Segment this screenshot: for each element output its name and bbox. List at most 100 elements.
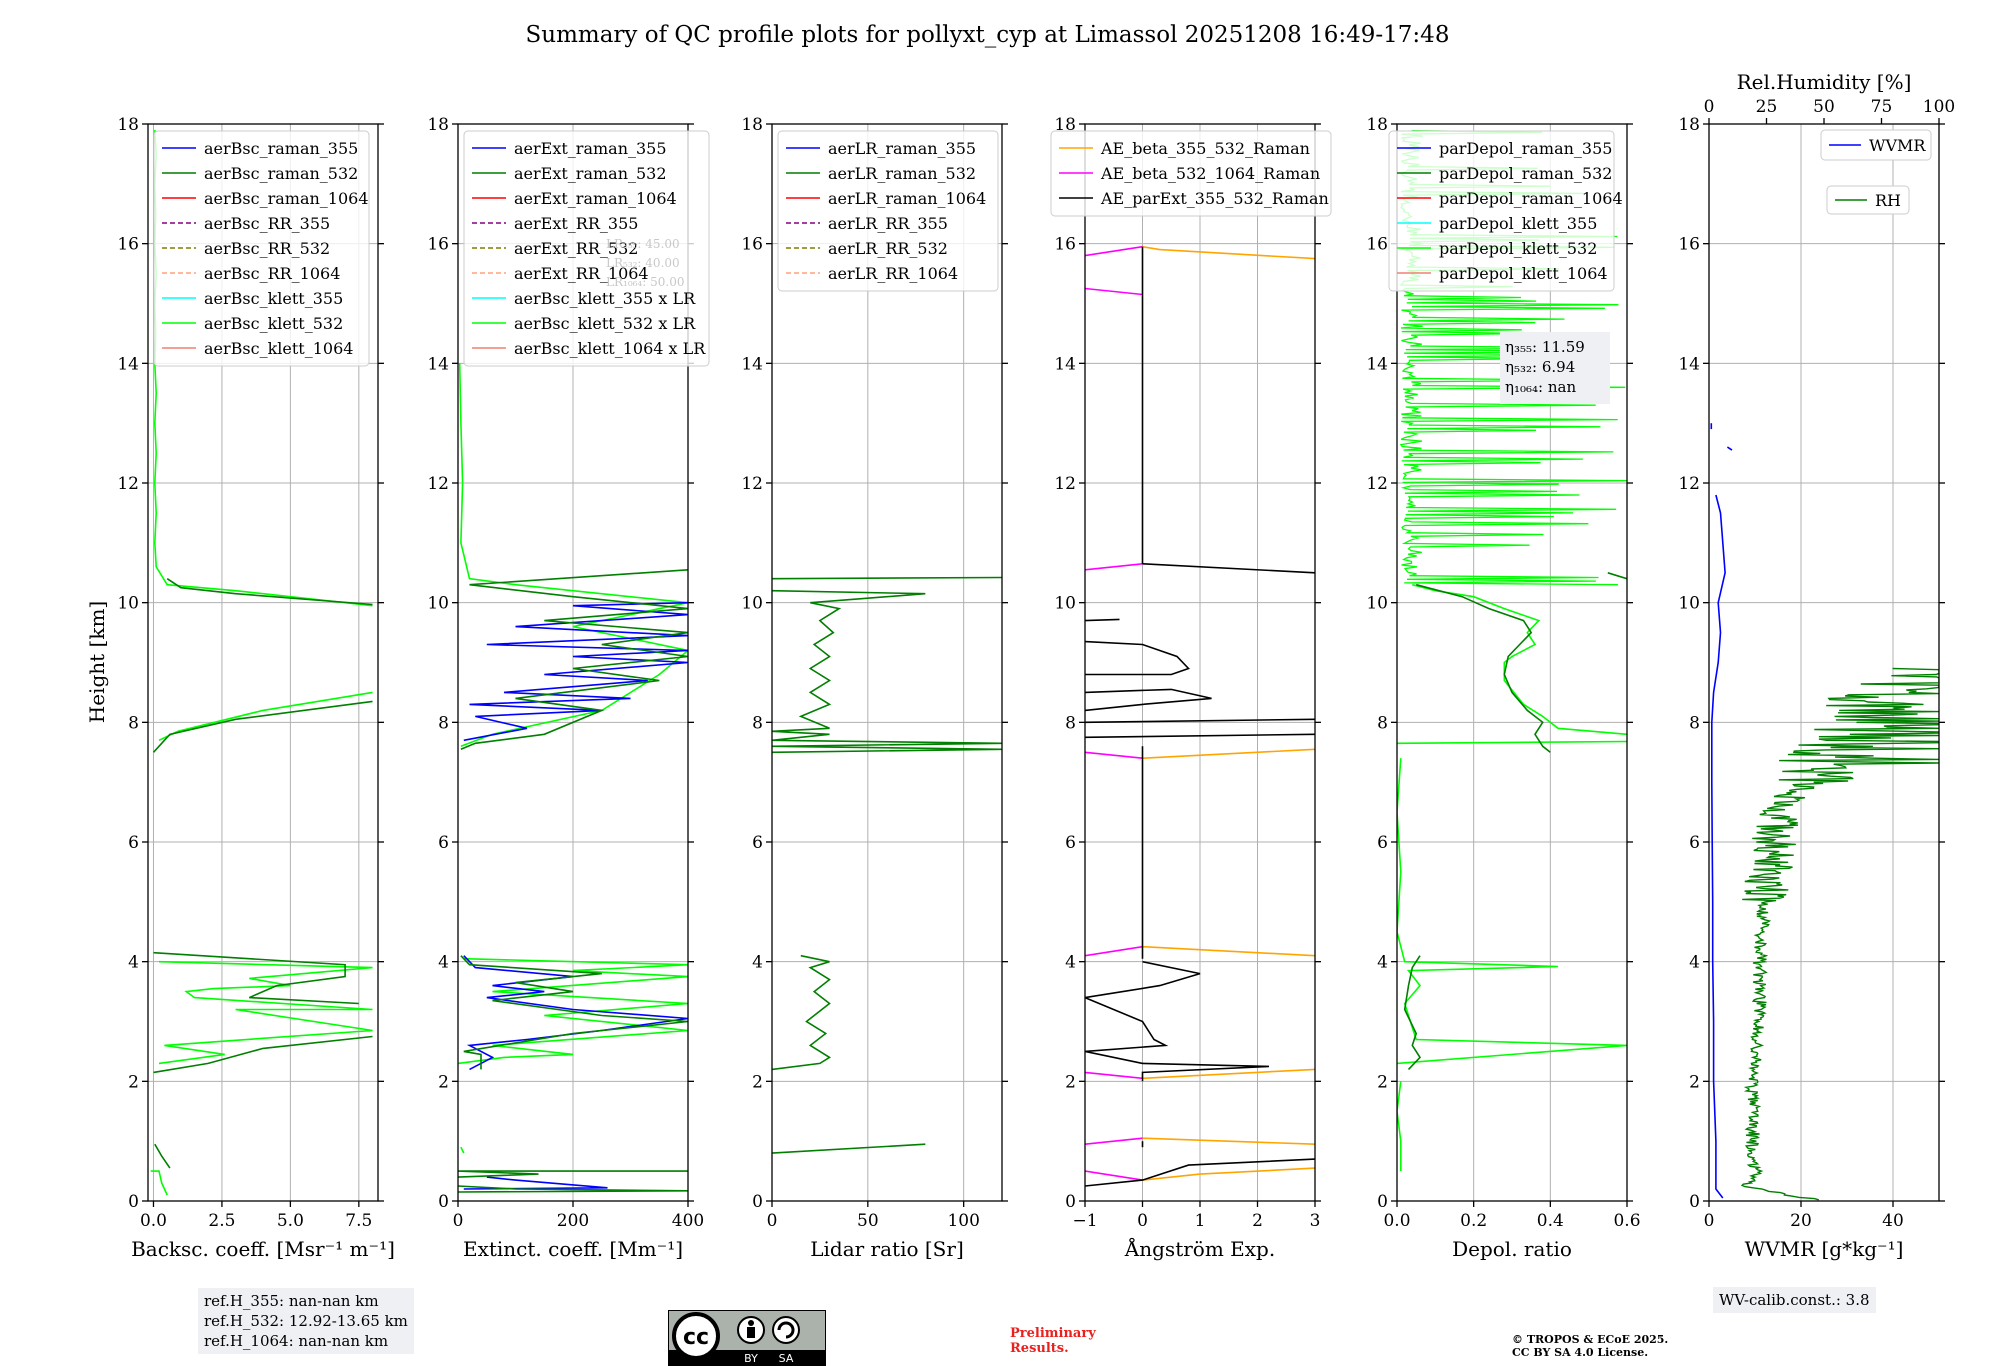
legend-box xyxy=(1050,130,1332,217)
series-line-aerExt_raman_532 xyxy=(460,955,688,1070)
series-line-aerBsc_klett_532 x LR xyxy=(458,363,688,748)
x-tick-label: 0.2 xyxy=(1460,1211,1487,1231)
legend-label: aerLR_raman_355 xyxy=(828,139,976,158)
legend-label: aerLR_raman_1064 xyxy=(828,189,986,208)
share-alike-icon xyxy=(772,1316,800,1344)
x-tick-label: 0.4 xyxy=(1537,1211,1564,1231)
depol-calib-label: η₃₅₅: 11.59 xyxy=(1505,338,1585,356)
series-line-aerBsc_raman_532 xyxy=(153,1035,373,1074)
legend-label: aerExt_raman_355 xyxy=(514,139,667,158)
figure-title: Summary of QC profile plots for pollyxt_… xyxy=(525,22,1450,48)
lr-annotation: LR₃₅₅: 45.00 xyxy=(606,237,680,251)
y-tick-label: 4 xyxy=(438,953,449,973)
legend-label: aerBsc_klett_532 xyxy=(204,314,343,333)
series-line-AE_beta_532_1064_Raman xyxy=(1085,287,1143,296)
y-tick-label: 6 xyxy=(1065,833,1076,853)
y-tick-label: 6 xyxy=(1689,833,1700,853)
x2-tick-label: 50 xyxy=(1813,97,1835,117)
x-axis-label: Lidar ratio [Sr] xyxy=(810,1237,964,1261)
x-tick-label: 400 xyxy=(672,1211,704,1231)
series-line-aerExt_raman_355 xyxy=(463,601,688,742)
legend-label: aerExt_RR_1064 xyxy=(514,264,649,283)
series-line-AE_beta_532_1064_Raman xyxy=(1085,245,1143,257)
reference-height-box: ref.H_355: nan-nan km ref.H_532: 12.92-1… xyxy=(198,1288,414,1354)
panel-2: 0 2 4 6 8 10 12 14 16 18 0 200 400 Extinct. coeff. [M… xyxy=(427,115,710,1261)
legend-label: parDepol_klett_532 xyxy=(1439,239,1597,258)
y-tick-label: 10 xyxy=(117,594,139,614)
series-line-AE_beta_355_532_Raman xyxy=(1142,1167,1315,1181)
y-tick-label: 4 xyxy=(752,953,763,973)
series-line-AE_parExt_355_532_Raman xyxy=(1085,960,1270,1082)
series-line-aerLR_raman_532 xyxy=(772,954,832,1071)
legend-label: parDepol_raman_355 xyxy=(1439,139,1612,158)
preliminary-line-2: Results. xyxy=(1010,1341,1069,1356)
y-tick-label: 8 xyxy=(1065,713,1076,733)
series-line-parDepol_raman_532 xyxy=(1607,572,1627,580)
series-line-aerExt_raman_532 xyxy=(460,569,688,751)
series-line-parDepol_raman_532 xyxy=(1415,583,1551,753)
x-tick-label: −1 xyxy=(1072,1211,1097,1231)
x2-tick-label: 25 xyxy=(1756,97,1778,117)
x-tick-label: 2 xyxy=(1252,1211,1263,1231)
y-tick-label: 0 xyxy=(1377,1192,1388,1212)
x2-axis-label: Rel.Humidity [%] xyxy=(1737,70,1912,94)
series-line-aerBsc_raman_532 xyxy=(166,578,373,606)
x-axis-label: Depol. ratio xyxy=(1452,1237,1572,1261)
series-line-parDepol_raman_532 xyxy=(1403,955,1422,1070)
legend-label: aerBsc_RR_355 xyxy=(204,214,330,233)
y-tick-label: 14 xyxy=(1678,354,1700,374)
axes-frame xyxy=(147,123,379,1202)
x-axis-label: Extinct. coeff. [Mm⁻¹] xyxy=(463,1237,683,1261)
legend-label: aerExt_raman_532 xyxy=(514,164,667,183)
series-line-aerLR_raman_532 xyxy=(772,576,1002,580)
y-tick-label: 18 xyxy=(1366,115,1388,135)
cc-license-badge: cc BY SA xyxy=(668,1310,826,1366)
x-tick-label: 7.5 xyxy=(345,1211,372,1231)
plot-area xyxy=(1085,245,1315,1187)
cc-logo-icon xyxy=(672,1312,720,1360)
series-line-aerBsc_klett_532 x LR xyxy=(458,957,688,1065)
legend-label: aerBsc_RR_532 xyxy=(204,239,330,258)
series-line-parDepol_klett_532 xyxy=(1397,1081,1402,1172)
depol-calib-box xyxy=(1500,332,1610,404)
panel-3: 0 2 4 6 8 10 12 14 16 18 0 50 100 Lidar ratio [Sr] aer… xyxy=(741,115,1008,1261)
y-tick-label: 18 xyxy=(1678,115,1700,135)
x2-tick-label: 100 xyxy=(1923,97,1955,117)
preliminary-line-1: Preliminary xyxy=(1010,1326,1096,1341)
y-tick-label: 14 xyxy=(1054,354,1076,374)
legend-box xyxy=(1826,185,1910,215)
copyright-line-2: CC BY SA 4.0 License. xyxy=(1512,1346,1649,1359)
y-tick-label: 12 xyxy=(741,474,763,494)
y-tick-label: 16 xyxy=(1366,235,1388,255)
y-tick-label: 4 xyxy=(1689,953,1700,973)
series-line-aerBsc_klett_532 xyxy=(158,960,373,1065)
x-axis-label: Backsc. coeff. [Msr⁻¹ m⁻¹] xyxy=(131,1237,395,1261)
y-tick-label: 12 xyxy=(117,474,139,494)
series-line-AE_beta_532_1064_Raman xyxy=(1085,1071,1143,1080)
legend-box xyxy=(153,130,370,367)
series-line-aerBsc_klett_532 x LR xyxy=(460,1146,465,1154)
x-tick-label: 0.6 xyxy=(1613,1211,1640,1231)
series-line-AE_beta_355_532_Raman xyxy=(1142,1068,1315,1080)
series-line-AE_parExt_355_532_Raman xyxy=(1085,618,1120,622)
y-tick-label: 12 xyxy=(427,474,449,494)
y-tick-label: 2 xyxy=(438,1072,449,1092)
depol-calib-label: η₅₃₂: 6.94 xyxy=(1505,358,1575,376)
x-tick-label: 5.0 xyxy=(277,1211,304,1231)
legend-label: parDepol_klett_355 xyxy=(1439,214,1597,233)
series-line-aerBsc_klett_532 xyxy=(150,1170,168,1196)
series-line-parDepol_klett_532 xyxy=(1397,740,1627,745)
series-line-aerBsc_raman_532 xyxy=(154,1143,171,1169)
wv-calib-constant: WV-calib.const.: 3.8 xyxy=(1719,1291,1870,1309)
lr-annotation: LR₁₀₆₄: 50.00 xyxy=(606,275,684,289)
legend-label: aerLR_RR_1064 xyxy=(828,264,958,283)
legend: parDepol_raman_355 parDepol_raman_532 parD… xyxy=(1388,130,1623,292)
y-tick-label: 6 xyxy=(438,833,449,853)
x-tick-label: 0 xyxy=(1704,1211,1715,1231)
y-tick-label: 2 xyxy=(1377,1072,1388,1092)
legend-label: aerLR_RR_355 xyxy=(828,214,948,233)
legend-label: parDepol_raman_532 xyxy=(1439,164,1612,183)
series-line-aerBsc_klett_532 xyxy=(158,691,373,742)
legend-label: aerLR_RR_532 xyxy=(828,239,948,258)
